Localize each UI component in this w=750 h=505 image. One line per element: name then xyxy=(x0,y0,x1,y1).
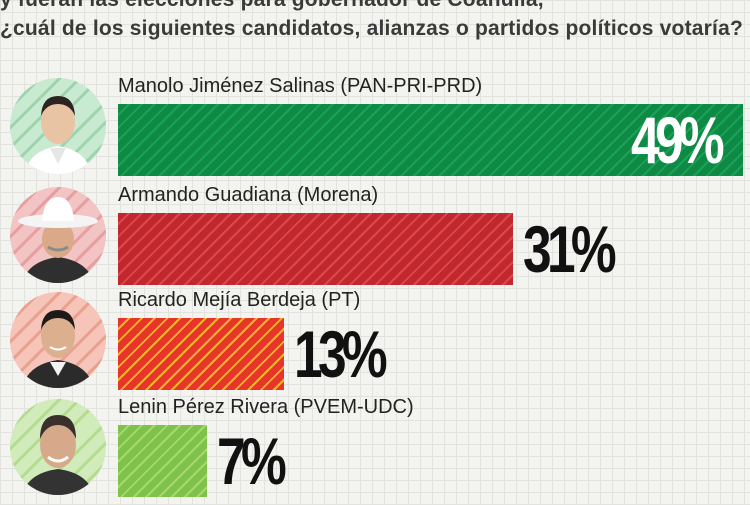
bar-3 xyxy=(118,318,284,390)
value-label-2: 31% xyxy=(523,212,617,286)
question-line-2: ¿cuál de los siguientes candidatos, alia… xyxy=(0,17,743,40)
candidate-photo-1 xyxy=(10,78,106,174)
candidate-name-3: Ricardo Mejía Berdeja (PT) xyxy=(118,289,361,311)
value-label-1: 49% xyxy=(631,103,725,177)
candidate-photo-2 xyxy=(10,187,106,283)
candidate-name-4: Lenin Pérez Rivera (PVEM-UDC) xyxy=(118,396,414,418)
candidate-name-2: Armando Guadiana (Morena) xyxy=(118,184,379,206)
survey-question: y fueran las elecciones para gobernador … xyxy=(0,0,750,60)
candidate-photo-4 xyxy=(10,399,106,495)
candidate-row-2: Armando Guadiana (Morena) 31% xyxy=(0,181,750,293)
question-line-1: y fueran las elecciones para gobernador … xyxy=(0,0,544,12)
candidate-row-1: Manolo Jiménez Salinas (PAN-PRI-PRD) 49% xyxy=(0,72,750,184)
bar-1 xyxy=(118,104,743,176)
bar-2 xyxy=(118,213,513,285)
bar-4 xyxy=(118,425,207,497)
candidate-row-4: Lenin Pérez Rivera (PVEM-UDC) 7% xyxy=(0,393,750,505)
value-label-4: 7% xyxy=(217,424,287,498)
candidate-row-3: Ricardo Mejía Berdeja (PT) 13% xyxy=(0,286,750,398)
candidate-name-1: Manolo Jiménez Salinas (PAN-PRI-PRD) xyxy=(118,75,483,97)
candidate-photo-3 xyxy=(10,292,106,388)
value-label-3: 13% xyxy=(294,317,388,391)
